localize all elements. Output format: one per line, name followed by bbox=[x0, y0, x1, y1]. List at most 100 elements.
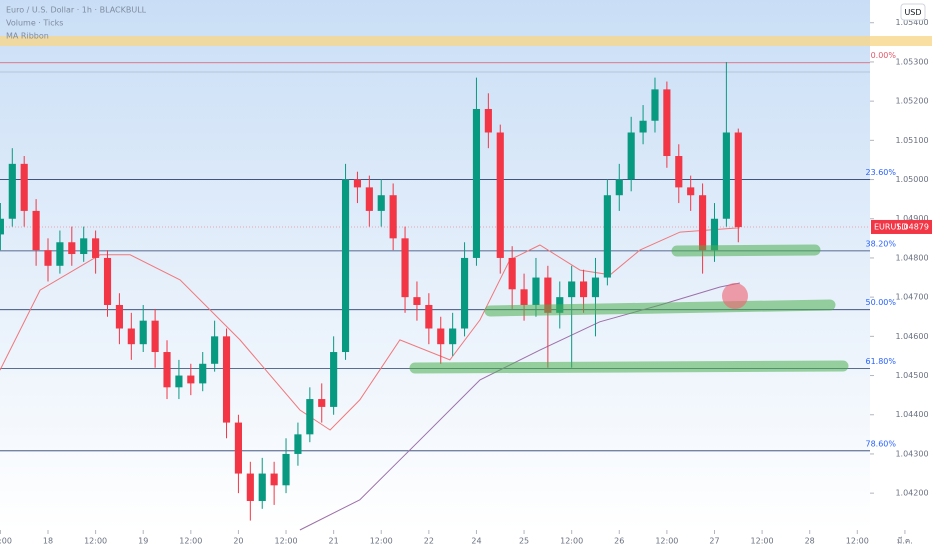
y-tick-label: 1.04800 bbox=[895, 253, 928, 262]
candle-body bbox=[401, 238, 409, 298]
support-mark bbox=[484, 299, 836, 317]
candle-body bbox=[44, 250, 52, 266]
moving-average bbox=[299, 282, 740, 531]
candle-body bbox=[627, 132, 635, 180]
candle-body bbox=[496, 132, 504, 258]
candle-body bbox=[8, 163, 16, 219]
candle-body bbox=[460, 257, 469, 329]
y-tick-label: 1.04500 bbox=[895, 371, 928, 380]
candle-body bbox=[211, 336, 219, 364]
x-tick-label: 12:00 bbox=[846, 537, 869, 546]
candle-body bbox=[687, 187, 695, 196]
candle-body bbox=[437, 328, 445, 345]
candle-body bbox=[270, 473, 278, 486]
x-tick-label: 12:00 bbox=[751, 537, 774, 546]
x-tick-label: 22 bbox=[424, 537, 434, 546]
x-tick-label: มี.ค. bbox=[897, 537, 913, 546]
y-tick-label: 1.04400 bbox=[895, 410, 928, 419]
x-tick-label: 12:00 bbox=[179, 537, 202, 546]
candle-body bbox=[92, 238, 100, 258]
x-tick-label: 12:00 bbox=[275, 537, 298, 546]
candle-body bbox=[20, 163, 28, 211]
y-tick-label: 1.05400 bbox=[895, 18, 928, 27]
candle-body bbox=[222, 336, 231, 423]
x-tick-label: 26 bbox=[614, 537, 624, 546]
candle-body bbox=[341, 179, 350, 353]
y-tick-label: 1.05100 bbox=[895, 136, 928, 145]
currency-label[interactable]: USD bbox=[904, 8, 921, 17]
candle-body bbox=[520, 289, 528, 305]
candle-body bbox=[353, 179, 362, 188]
y-tick-label: 1.05000 bbox=[895, 175, 928, 184]
candle-body bbox=[80, 238, 88, 255]
candle-body bbox=[151, 320, 159, 353]
highlight-circle bbox=[722, 283, 748, 309]
candle-body bbox=[532, 277, 540, 305]
candle-body bbox=[365, 187, 373, 211]
candle-body bbox=[139, 320, 147, 345]
candle-body bbox=[544, 277, 552, 313]
candle-body bbox=[0, 218, 4, 235]
candle-body bbox=[413, 297, 421, 305]
header-line: Euro / U.S. Dollar · 1h · BLACKBULL bbox=[6, 6, 147, 15]
currency-button[interactable] bbox=[900, 3, 926, 21]
fib-label: 23.60% bbox=[865, 168, 896, 177]
y-tick-label: 1.04600 bbox=[895, 332, 928, 341]
header-line: Volume · Ticks bbox=[6, 19, 63, 28]
candle-body bbox=[699, 195, 707, 251]
x-tick-label: 12:00 bbox=[370, 537, 393, 546]
last-price-value: 1.04879 bbox=[896, 222, 929, 231]
fib-label: 61.80% bbox=[865, 357, 896, 366]
candle-body bbox=[615, 179, 623, 196]
candle-body bbox=[639, 120, 647, 133]
fib-label: 78.60% bbox=[865, 439, 896, 448]
x-tick-label: 12:00 bbox=[84, 537, 107, 546]
x-tick-label: 27 bbox=[709, 537, 719, 546]
annotations bbox=[409, 244, 849, 374]
x-tick-label: 24 bbox=[471, 537, 481, 546]
candle-body bbox=[187, 375, 195, 384]
candle-body bbox=[127, 328, 135, 345]
last-price-symbol: EURUSD bbox=[874, 222, 908, 231]
candle-body bbox=[710, 218, 719, 251]
candle-body bbox=[282, 453, 290, 486]
candle-body bbox=[234, 422, 242, 474]
candle-body bbox=[675, 156, 683, 188]
candle-body bbox=[651, 89, 659, 121]
candle-body bbox=[56, 242, 64, 266]
x-tick-label: 28 bbox=[805, 537, 815, 546]
x-tick-label: 25 bbox=[519, 537, 529, 546]
candle-body bbox=[175, 375, 183, 388]
y-tick-label: 1.04900 bbox=[895, 214, 928, 223]
candle-body bbox=[449, 328, 457, 345]
support-mark bbox=[671, 244, 821, 257]
last-price-tag bbox=[871, 219, 932, 234]
y-tick-label: 1.05300 bbox=[895, 57, 928, 66]
candle-body bbox=[734, 132, 742, 227]
header: Euro / U.S. Dollar · 1h · BLACKBULL Volu… bbox=[6, 6, 147, 41]
y-tick-label: 1.04300 bbox=[895, 449, 928, 458]
x-tick-label: 12:00 bbox=[0, 537, 12, 546]
candle-body bbox=[306, 399, 314, 435]
fib-label: 0.00% bbox=[871, 51, 897, 60]
candle-body bbox=[484, 108, 492, 133]
candle-body bbox=[591, 277, 600, 298]
x-tick-label: 19 bbox=[138, 537, 148, 546]
candle-body bbox=[318, 399, 326, 407]
candle-body bbox=[330, 352, 338, 407]
candle-body bbox=[663, 89, 671, 157]
x-tick-label: 12:00 bbox=[655, 537, 678, 546]
candle-body bbox=[103, 257, 112, 305]
candle-body bbox=[163, 352, 171, 388]
candle-body bbox=[580, 281, 588, 298]
candle-body bbox=[258, 473, 266, 501]
x-tick-label: 21 bbox=[329, 537, 339, 546]
candle-body bbox=[389, 195, 397, 239]
candle-body bbox=[32, 210, 40, 251]
x-tick-label: 12:00 bbox=[560, 537, 583, 546]
candle-body bbox=[722, 132, 730, 219]
candle-body bbox=[115, 304, 123, 329]
y-tick-label: 1.04200 bbox=[895, 489, 928, 498]
